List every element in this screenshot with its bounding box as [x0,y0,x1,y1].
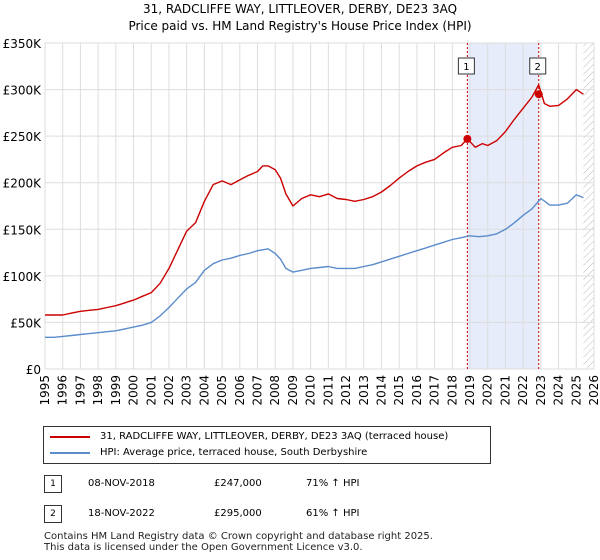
x-tick-label: 1996 [56,375,70,406]
sale-date: 18-NOV-2022 [88,508,155,519]
x-tick-label: 2021 [498,375,512,406]
y-tick-label: £200K [3,177,43,191]
x-tick-label: 1998 [91,375,105,406]
y-tick-label: £250K [3,130,43,144]
x-tick-label: 2002 [162,375,176,406]
sale-number-label: 1 [463,62,469,73]
sale-point [534,90,543,99]
y-tick-label: £50K [10,316,42,330]
sale-number-label: 2 [535,62,541,73]
x-tick-label: 2004 [197,375,211,406]
legend-swatch-hpi [50,452,90,454]
x-tick-label: 2020 [481,375,495,406]
y-tick-label: £300K [3,84,43,98]
sale-price: £247,000 [214,478,262,489]
y-tick-label: £350K [3,37,43,51]
x-tick-label: 2006 [233,375,247,406]
chart-title: 31, RADCLIFFE WAY, LITTLEOVER, DERBY, DE… [143,2,457,16]
x-tick-label: 2008 [268,375,282,406]
sale-hpi-change: 71% ↑ HPI [306,478,360,489]
footer: Contains HM Land Registry data © Crown c… [44,531,433,553]
y-tick-label: £150K [3,223,43,237]
legend: 31, RADCLIFFE WAY, LITTLEOVER, DERBY, DE… [43,426,491,464]
x-tick-label: 2025 [569,375,583,406]
legend-label-hpi: HPI: Average price, terraced house, Sout… [100,447,368,458]
x-tick-label: 2012 [339,375,353,406]
x-tick-label: 2016 [410,375,424,406]
price-chart: 31, RADCLIFFE WAY, LITTLEOVER, DERBY, DE… [3,2,600,406]
future-hatch [583,43,594,369]
x-tick-label: 2000 [127,375,141,406]
property-series-line [45,84,584,316]
x-tick-label: 2026 [587,375,600,406]
y-tick-label: £0 [26,363,41,377]
hpi-series-line [45,194,584,338]
x-tick-label: 2001 [144,375,158,406]
x-tick-label: 2017 [428,375,442,406]
sale-number-badge: 2 [44,505,62,523]
x-tick-label: 2003 [180,375,194,406]
x-tick-label: 2019 [463,375,477,406]
x-tick-label: 2009 [286,375,300,406]
legend-swatch-property [50,436,90,438]
x-tick-label: 1999 [109,375,123,406]
x-tick-label: 2018 [445,375,459,406]
sale-number-box [457,57,475,75]
x-tick-label: 2005 [215,375,229,406]
legend-label-property: 31, RADCLIFFE WAY, LITTLEOVER, DERBY, DE… [100,431,449,442]
footer-copyright: Contains HM Land Registry data © Crown c… [44,531,433,542]
x-tick-label: 2013 [357,375,371,406]
y-tick-label: £100K [3,270,43,284]
x-tick-label: 2015 [392,375,406,406]
footer-licence: This data is licensed under the Open Gov… [44,542,363,553]
x-tick-label: 2011 [321,375,335,406]
sale-hpi-change: 61% ↑ HPI [306,508,360,519]
x-tick-label: 2007 [251,375,265,406]
sale-number-box [529,57,547,75]
sale-number-badge: 1 [44,475,62,493]
sale-point [463,134,472,143]
x-tick-label: 1995 [38,375,52,406]
sale-period-shading [467,43,539,369]
x-tick-label: 2023 [534,375,548,406]
sale-date: 08-NOV-2018 [88,478,155,489]
x-tick-label: 2014 [374,375,388,406]
sale-price: £295,000 [214,508,262,519]
x-tick-label: 2024 [552,375,566,406]
x-tick-label: 1997 [73,375,87,406]
x-tick-label: 2010 [304,375,318,406]
x-tick-label: 2022 [516,375,530,406]
chart-subtitle: Price paid vs. HM Land Registry's House … [128,19,471,33]
